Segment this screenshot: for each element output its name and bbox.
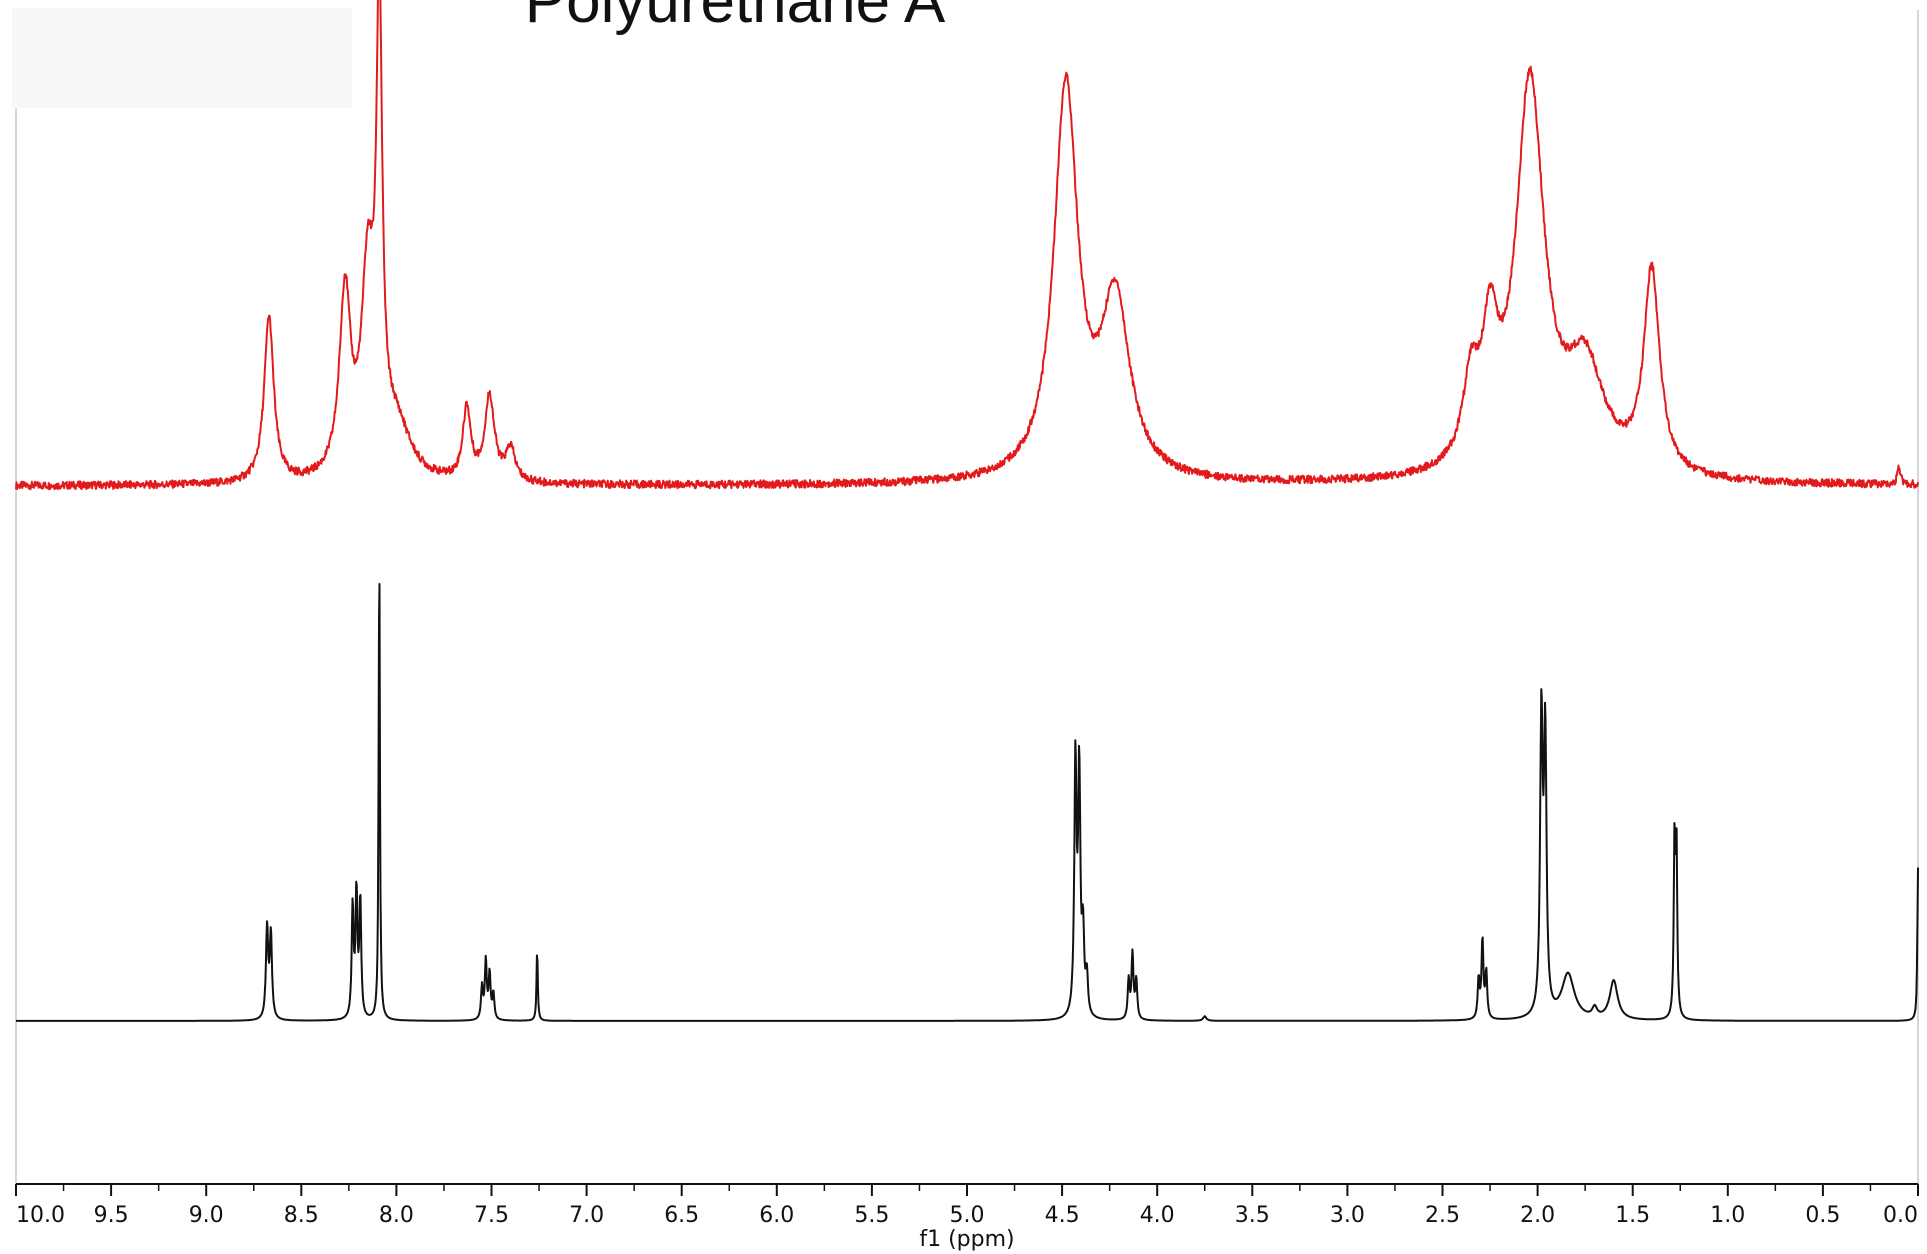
x-tick-label: 2.0 <box>1520 1203 1555 1228</box>
x-tick-label: 6.0 <box>759 1203 794 1228</box>
spectrum-trace-red <box>15 0 1919 491</box>
x-tick-label: 5.0 <box>950 1203 985 1228</box>
x-tick-label: 3.0 <box>1330 1203 1365 1228</box>
x-tick-label: 2.5 <box>1425 1203 1460 1228</box>
chart-title: Polyurethane A <box>525 0 946 36</box>
x-tick-label: 5.5 <box>854 1203 889 1228</box>
x-tick-label: 1.5 <box>1615 1203 1650 1228</box>
legend-placeholder-box <box>12 8 352 108</box>
spectrum-traces <box>15 0 1919 1022</box>
x-axis-ticks: 10.0 9.5 9.0 8.5 8.0 7.5 7.0 6.5 6.0 5.5 5.0 4.5 4.0… <box>15 1184 1919 1228</box>
x-tick-label: 6.5 <box>664 1203 699 1228</box>
x-tick-label: 7.0 <box>569 1203 604 1228</box>
x-tick-label: 9.0 <box>189 1203 224 1228</box>
x-tick-label: 0.5 <box>1805 1203 1840 1228</box>
x-tick-label: 10.0 <box>16 1203 65 1228</box>
spectrum-trace-black <box>15 583 1919 1022</box>
x-tick-label: 8.0 <box>379 1203 414 1228</box>
x-tick-label: 4.5 <box>1045 1203 1080 1228</box>
x-tick-label: 4.0 <box>1140 1203 1175 1228</box>
x-tick-label: 3.5 <box>1235 1203 1270 1228</box>
x-axis-label: f1 (ppm) <box>919 1227 1014 1252</box>
x-tick-label: 8.5 <box>284 1203 319 1228</box>
x-tick-label: 1.0 <box>1710 1203 1745 1228</box>
x-tick-label: 7.5 <box>474 1203 509 1228</box>
x-tick-label: 0.0 <box>1883 1203 1918 1228</box>
x-tick-label: 9.5 <box>94 1203 129 1228</box>
